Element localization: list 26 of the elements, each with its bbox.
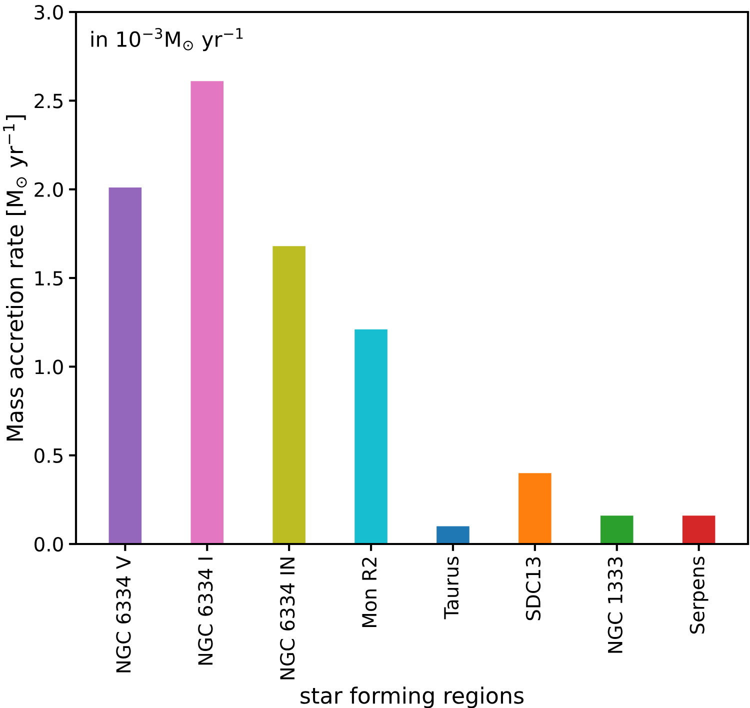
bar: [436, 526, 470, 544]
bar: [190, 81, 224, 544]
y-axis-title: Mass accretion rate [M$_{⊙}$ yr$^{−1}$]: [3, 115, 28, 440]
y-tick-label: 1.5: [35, 271, 62, 286]
y-tick-label: 0.0: [34, 536, 63, 552]
x-tick-label: Serpens: [690, 556, 708, 634]
y-tick-label: 3.0: [34, 4, 63, 20]
bar: [354, 329, 388, 544]
x-axis-title: star forming regions: [300, 686, 524, 708]
bar: [600, 516, 634, 544]
x-tick-label: SDC13: [526, 557, 541, 620]
x-tick-label: NGC 6334 V: [116, 556, 131, 672]
x-tick-label: NGC 6334 I: [198, 558, 213, 665]
x-tick-label: NGC 6334 IN: [280, 558, 295, 680]
x-tick-label: NGC 1333: [608, 557, 623, 653]
y-tick-label: 2.5: [34, 94, 62, 108]
annotation: in 10$^{−3}$M$_{⊙}$ yr$^{−1}$: [91, 28, 243, 52]
y-tick-label: 2.0: [34, 182, 63, 197]
y-tick-label: 0.5: [34, 448, 62, 463]
bar: [272, 246, 306, 544]
x-tick-label: Mon R2: [362, 558, 377, 627]
y-tick-label: 1.0: [35, 360, 63, 374]
x-tick-label: Taurus: [444, 556, 459, 620]
bar: [518, 473, 552, 544]
bar: [682, 516, 716, 544]
bar: [108, 188, 142, 544]
